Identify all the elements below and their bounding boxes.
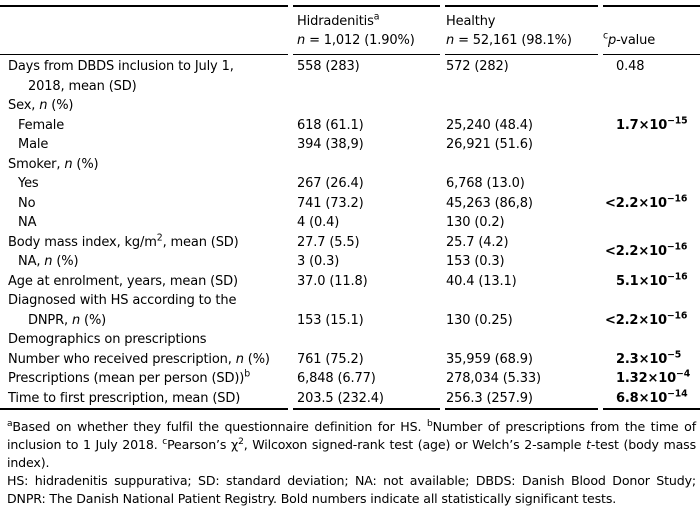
table-row: Female 618 (61.1) 25,240 (48.4) 1.7×10−1… [0,116,700,136]
row-label-smoker-yes: Yes [18,176,39,191]
row-label-demographics-prescriptions: Demographics on prescriptions [8,332,207,347]
table-bottom-rule [0,408,700,410]
footnote-abbreviations: HS: hidradenitis suppurativa; SD: standa… [7,473,696,506]
hidradenitis-value: 27.7 (5.5) [297,234,360,250]
row-label-bmi-na: NA, n (%) [18,254,79,269]
table-row: Prescriptions (mean per person (SD))b 6,… [0,369,700,389]
p-value: 2.3×10−5 [616,349,682,367]
paper-table-figure: Hidradenitisa Healthy n = 1,012 (1.90%) … [0,5,700,508]
healthy-value: 6,768 (13.0) [446,176,525,191]
healthy-value: 25,240 (48.4) [446,117,533,133]
hidradenitis-value: 37.0 (11.8) [297,273,368,289]
healthy-value: 35,959 (68.9) [446,351,533,367]
column-header-healthy: Healthy [446,14,496,29]
table-top-rule [0,5,700,7]
row-label-smoker-no: No [18,195,36,211]
healthy-value: 130 (0.2) [446,215,505,230]
healthy-value: 40.4 (13.1) [446,273,517,289]
table-row: Diagnosed with HS according to the DNPR, … [0,291,700,330]
healthy-value: 26,921 (51.6) [446,137,533,152]
healthy-value: 130 (0.25) [446,312,513,328]
p-value-bmi-group: <2.2×10−16 [605,241,688,260]
hidradenitis-value: 741 (73.2) [297,195,364,211]
p-value: 6.8×10−14 [616,388,688,406]
header-empty-stub [0,7,293,31]
p-value: 1.32×10−4 [616,368,691,386]
row-label-female: Female [18,117,65,133]
healthy-value: 572 (282) [446,59,509,74]
row-label-days-from-dbds: Days from DBDS inclusion to July 1, 2018,… [8,59,234,94]
row-label-time-to-first-prescription: Time to first prescription, mean (SD) [8,390,241,406]
row-label-diagnosed-dnpr: Diagnosed with HS according to the DNPR, … [8,293,237,328]
table-row: NA, n (%) 3 (0.3) 153 (0.3) [0,252,700,272]
row-label-prescriptions-mean: Prescriptions (mean per person (SD))b [8,368,250,386]
column-header-hidradenitis: Hidradenitisa [297,11,380,29]
hidradenitis-value: 618 (61.1) [297,117,364,133]
row-label-smoker: Smoker, n (%) [8,156,99,172]
hidradenitis-value: 6,848 (6.77) [297,371,376,386]
healthy-value: 153 (0.3) [446,254,505,269]
hidradenitis-value: 3 (0.3) [297,254,340,269]
row-label-age: Age at enrolment, years, mean (SD) [8,273,238,289]
table-header: Hidradenitisa Healthy n = 1,012 (1.90%) … [0,7,700,54]
healthy-value: 256.3 (257.9) [446,390,533,406]
table-row: Male 394 (38,9) 26,921 (51.6) [0,135,700,155]
row-label-smoker-na: NA [18,215,37,230]
table-row: Time to first prescription, mean (SD) 20… [0,389,700,409]
p-value: 1.7×10−15 [616,115,688,133]
table-row: Number who received prescription, n (%) … [0,350,700,370]
table-row-section: Demographics on prescriptions [0,330,700,350]
p-value: 5.1×10−16 [616,271,688,289]
healthy-value: 278,034 (5.33) [446,371,541,386]
column-header-pvalue-spacer [603,7,700,31]
healthy-value: 25.7 (4.2) [446,234,509,250]
row-label-number-received-prescription: Number who received prescription, n (%) [8,351,270,367]
healthy-value: 45,263 (86,8) [446,195,533,211]
table-row: Days from DBDS inclusion to July 1, 2018,… [0,57,700,96]
table-row: Age at enrolment, years, mean (SD) 37.0 … [0,272,700,292]
column-n-hidradenitis: n = 1,012 (1.90%) [297,33,415,48]
column-n-healthy: n = 52,161 (98.1%) [446,33,572,48]
hidradenitis-value: 4 (0.4) [297,215,340,230]
table-header-rule [0,54,700,55]
footnote-methods: aBased on whether they fulfil the questi… [7,418,696,470]
hidradenitis-value: 203.5 (232.4) [297,390,384,406]
p-value-smoker-group: <2.2×10−16 [605,193,688,211]
column-header-pvalue: cp-value [603,30,656,48]
hidradenitis-value: 267 (26.4) [297,176,364,191]
row-label-sex: Sex, n (%) [8,98,74,113]
table-row-section: Sex, n (%) [0,96,700,116]
table-row: No 741 (73.2) 45,263 (86,8) [0,194,700,214]
hidradenitis-value: 558 (283) [297,59,360,74]
table-footnotes: aBased on whether they fulfil the questi… [0,418,700,508]
table-row: Yes 267 (26.4) 6,768 (13.0) <2.2×10−16 [0,174,700,211]
table-row-section: Smoker, n (%) [0,155,700,175]
hidradenitis-value: 394 (38,9) [297,137,364,152]
hidradenitis-value: 761 (75.2) [297,351,364,367]
p-value: <2.2×10−16 [605,310,688,328]
p-value: 0.48 [616,59,645,74]
row-label-bmi: Body mass index, kg/m2, mean (SD) [8,232,239,250]
hidradenitis-value: 153 (15.1) [297,312,364,328]
table-row: NA 4 (0.4) 130 (0.2) [0,213,700,233]
row-label-male: Male [18,137,49,152]
table-body: Days from DBDS inclusion to July 1, 2018,… [0,57,700,408]
table-row: Body mass index, kg/m2, mean (SD) 27.7 (… [0,232,700,259]
